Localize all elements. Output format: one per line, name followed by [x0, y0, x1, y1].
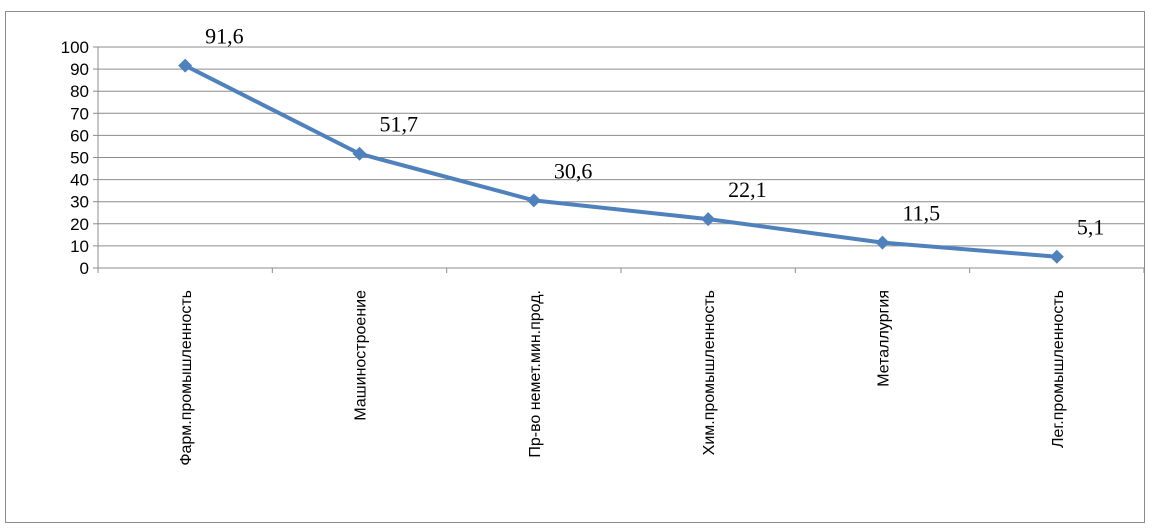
- data-label: 22,1: [728, 177, 767, 202]
- x-tick-label: Металлургия: [876, 290, 893, 387]
- data-label: 51,7: [380, 112, 419, 137]
- data-point: [701, 212, 716, 227]
- y-tick-label: 70: [70, 104, 89, 123]
- data-point: [526, 193, 541, 208]
- series-line: [183, 63, 1059, 259]
- y-tick-label: 20: [70, 215, 89, 234]
- x-tick-label: Пр-во немет.мин.прод.: [527, 290, 544, 458]
- y-tick-label: 50: [70, 149, 89, 168]
- y-tick-label: 30: [70, 193, 89, 212]
- x-tick-label: Машиностроение: [353, 290, 370, 421]
- x-tick-label: Хим.промышленность: [701, 290, 718, 455]
- y-tick-label: 90: [70, 60, 89, 79]
- data-point: [1049, 249, 1064, 264]
- y-tick-label: 80: [70, 82, 89, 101]
- y-tick-label: 40: [70, 171, 89, 190]
- data-label: 91,6: [205, 24, 244, 49]
- data-label: 11,5: [903, 201, 941, 226]
- y-tick-label: 100: [61, 38, 89, 57]
- data-point: [875, 235, 890, 250]
- y-tick-label: 60: [70, 126, 89, 145]
- data-label: 5,1: [1077, 215, 1105, 240]
- y-tick-label: 0: [80, 259, 89, 278]
- y-tick-label: 10: [70, 237, 89, 256]
- data-point: [352, 146, 367, 161]
- data-point: [178, 58, 193, 73]
- chart-frame: [5, 11, 1145, 523]
- x-tick-label: Фарм.промышленность: [178, 290, 195, 466]
- data-label: 30,6: [554, 158, 593, 183]
- x-tick-label: Лег.промышленность: [1050, 290, 1067, 448]
